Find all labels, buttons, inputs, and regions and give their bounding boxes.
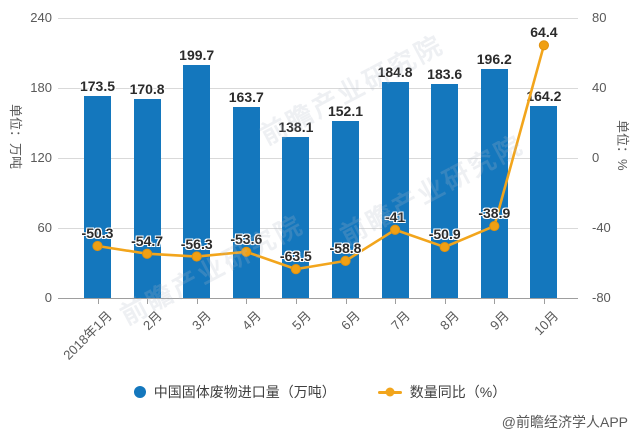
bar-value-label: 138.1: [278, 118, 314, 135]
x-axis-tick: [147, 299, 149, 304]
legend-item-yoy: 数量同比（%）: [377, 382, 507, 402]
x-axis-tick: [345, 299, 347, 304]
legend-label-imports: 中国固体废物进口量（万吨）: [153, 384, 336, 400]
gridline: [58, 17, 578, 19]
y-axis-left-tick-label: 60: [37, 220, 52, 235]
x-axis-tick: [97, 299, 99, 304]
y-axis-right-tick-label: -80: [592, 290, 611, 305]
yoy-value-label: -50.9: [428, 226, 461, 243]
bar-imports: [381, 82, 409, 298]
x-axis-tick: [295, 299, 297, 304]
yoy-data-point: [191, 251, 202, 262]
bar-value-label: 196.2: [476, 51, 512, 68]
yoy-data-point: [390, 224, 401, 235]
bar-value-label: 183.6: [427, 65, 463, 82]
y-axis-left-tick-label: 120: [30, 150, 52, 165]
y-axis-left-tick-label: 180: [30, 80, 52, 95]
yoy-value-label: -38.9: [478, 205, 511, 222]
left-axis-unit-label: 单位：万吨: [8, 104, 23, 170]
bar-series-legend-marker-icon: [133, 386, 146, 398]
yoy-data-point: [142, 248, 153, 259]
yoy-value-label: -54.7: [131, 232, 164, 249]
yoy-data-point: [92, 240, 103, 252]
legend-label-yoy: 数量同比（%）: [409, 384, 507, 400]
yoy-data-point: [340, 255, 351, 266]
x-axis-tick: [395, 299, 397, 304]
yoy-value-label: -58.8: [329, 239, 362, 256]
x-axis-tick: [494, 299, 496, 304]
y-axis-left-tick-label: 240: [30, 10, 52, 25]
bar-imports: [332, 120, 359, 298]
y-axis-left-tick-label: 0: [44, 290, 52, 305]
bar-imports: [84, 95, 111, 298]
line-series-legend-marker-icon: [377, 387, 402, 397]
yoy-value-label: -63.5: [279, 248, 312, 265]
source-credit: @前瞻经济学人APP: [501, 414, 628, 430]
yoy-line-path: [97, 44, 546, 271]
yoy-value-label: -56.3: [180, 235, 213, 252]
y-axis-right-tick-label: 40: [592, 80, 607, 95]
bar-value-label: 184.8: [377, 64, 413, 81]
yoy-data-point: [241, 246, 252, 257]
bar-imports: [232, 107, 260, 298]
yoy-data-point: [290, 264, 301, 275]
right-axis-unit-label: 单位：%: [615, 120, 630, 171]
legend: 中国固体废物进口量（万吨） 数量同比（%）: [0, 382, 640, 402]
x-axis-tick: [246, 299, 248, 304]
bar-value-label: 164.2: [526, 88, 562, 105]
bar-imports: [480, 69, 508, 298]
bar-value-label: 170.8: [129, 80, 165, 97]
y-axis-right-tick-label: -40: [592, 220, 611, 235]
y-axis-right-tick-label: 0: [592, 150, 600, 165]
yoy-value-label: -50.3: [81, 225, 114, 242]
bar-value-label: 173.5: [79, 77, 116, 94]
x-axis-tick: [444, 299, 446, 304]
yoy-data-point: [439, 241, 450, 253]
bar-value-label: 152.1: [327, 102, 364, 119]
gridline: [58, 157, 578, 159]
yoy-data-point: [538, 40, 550, 51]
bar-value-label: 163.7: [228, 89, 264, 106]
x-axis-tick: [543, 299, 545, 304]
bar-imports: [431, 83, 459, 298]
yoy-value-label: -41: [384, 208, 406, 225]
x-axis-line: [58, 298, 578, 299]
yoy-value-label: -53.6: [230, 230, 263, 247]
yoy-value-label: 64.4: [530, 24, 558, 41]
legend-item-imports: 中国固体废物进口量（万吨）: [133, 382, 336, 402]
gridline: [58, 87, 578, 89]
yoy-data-point: [489, 220, 500, 232]
bar-value-label: 199.7: [179, 47, 215, 64]
bar-imports: [530, 106, 558, 298]
gridline: [58, 227, 578, 229]
y-axis-right-tick-label: 80: [592, 10, 607, 25]
bar-imports: [133, 98, 161, 298]
x-axis-tick: [196, 299, 198, 304]
